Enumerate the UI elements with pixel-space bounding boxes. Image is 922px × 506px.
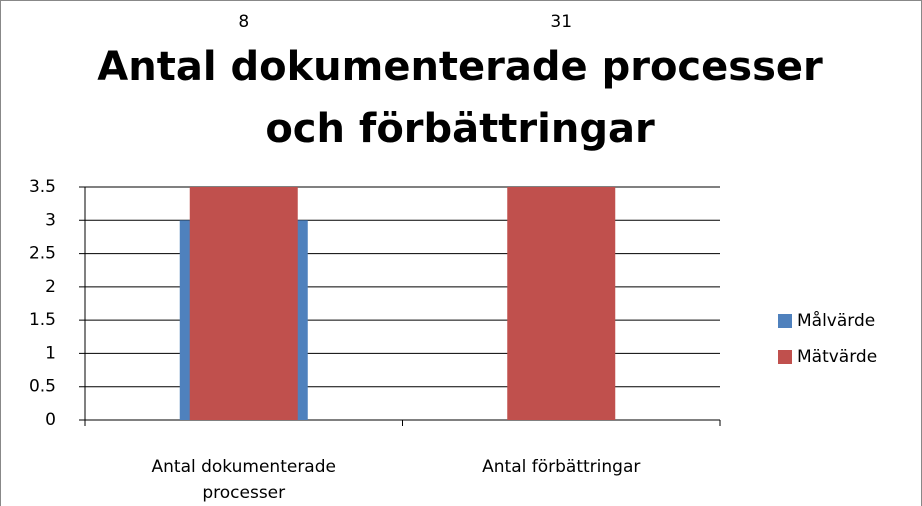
legend-swatch xyxy=(778,350,792,364)
y-tick-label: 2 xyxy=(45,277,56,297)
y-tick-label: 2.5 xyxy=(29,244,56,264)
y-tick-label: 1 xyxy=(45,343,56,363)
legend-swatch xyxy=(778,314,792,328)
y-tick-label: 1.5 xyxy=(29,310,56,330)
data-label: 31 xyxy=(550,12,572,32)
legend-label: Mätvärde xyxy=(797,347,877,367)
x-tick-label: Antal dokumenterade processer xyxy=(151,457,336,503)
y-tick-label: 0 xyxy=(45,410,56,430)
bar xyxy=(507,187,616,420)
y-tick-label: 0.5 xyxy=(29,377,56,397)
data-label: 8 xyxy=(238,12,249,32)
y-tick-label: 3 xyxy=(45,210,56,230)
y-tick-label: 3.5 xyxy=(29,177,56,197)
chart-title: Antal dokumenterade processer och förbät… xyxy=(97,44,823,152)
legend-label: Målvärde xyxy=(797,310,875,331)
x-tick-label: Antal förbättringar xyxy=(482,457,641,477)
bar xyxy=(189,187,298,420)
